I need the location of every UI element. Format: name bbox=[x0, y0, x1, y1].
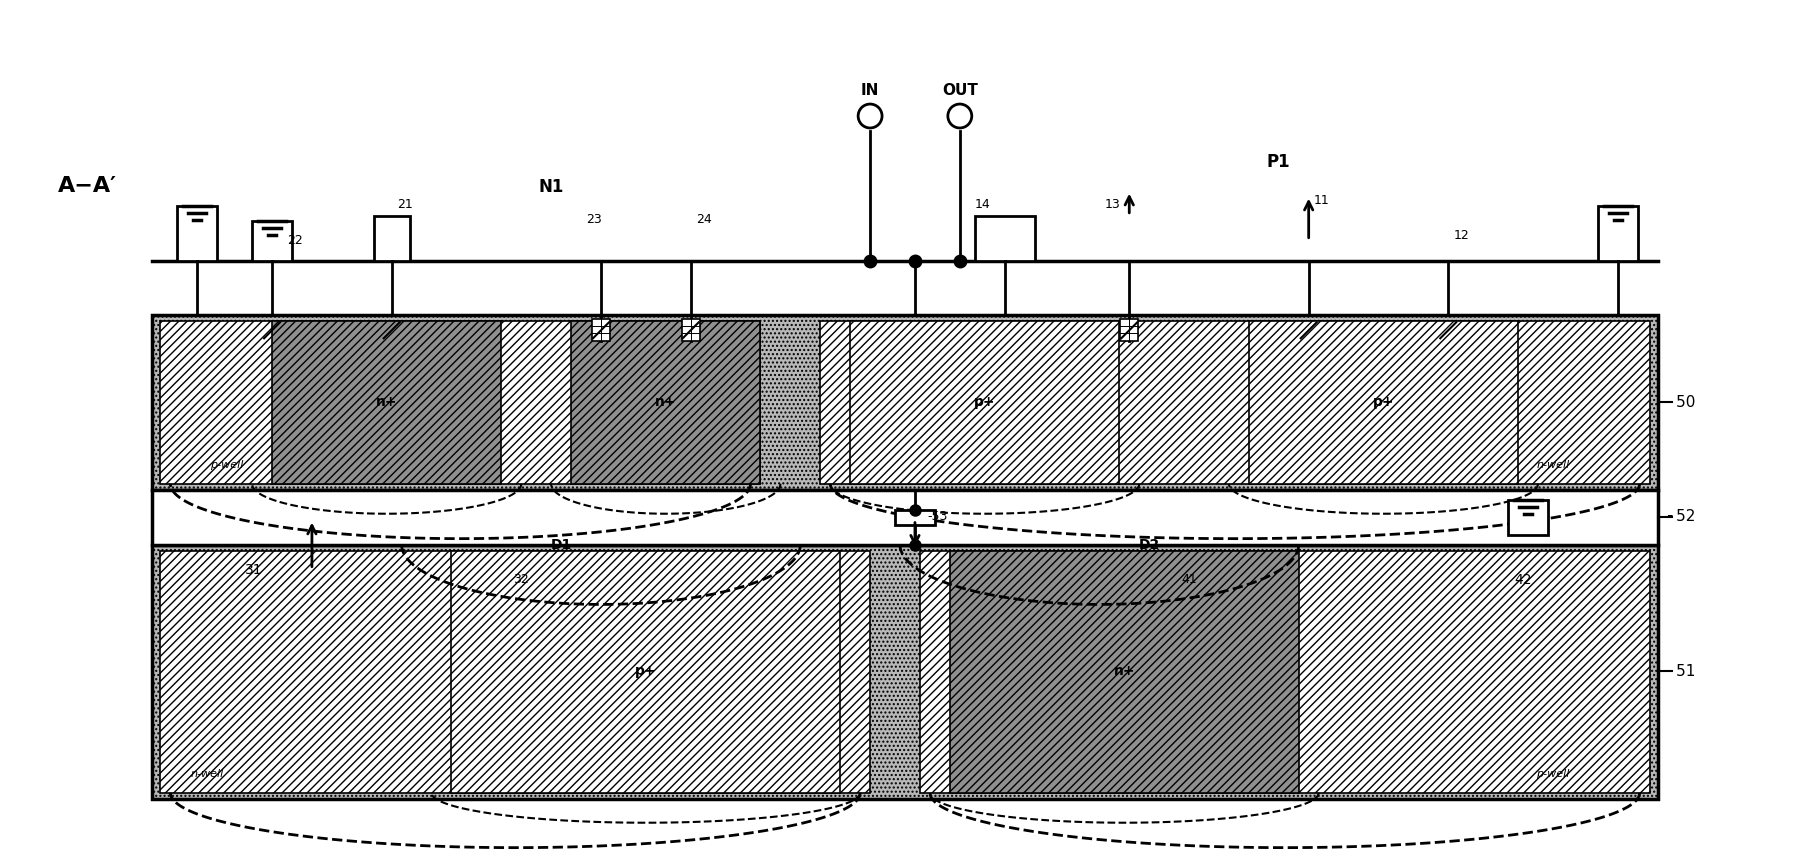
Text: p+: p+ bbox=[1372, 395, 1394, 409]
Text: p+: p+ bbox=[635, 664, 656, 678]
Text: p+: p+ bbox=[974, 395, 995, 409]
Text: 24: 24 bbox=[696, 212, 712, 226]
Text: 32: 32 bbox=[514, 573, 528, 586]
Bar bbox=[153, 490, 1657, 544]
Text: n-well: n-well bbox=[1536, 460, 1570, 470]
Bar bbox=[920, 550, 1650, 793]
Text: 31: 31 bbox=[245, 562, 261, 577]
Bar bbox=[160, 321, 761, 484]
Bar bbox=[252, 221, 292, 260]
Bar bbox=[572, 321, 761, 484]
Bar bbox=[1120, 319, 1138, 342]
Bar bbox=[373, 216, 409, 260]
Text: ╴51: ╴51 bbox=[1668, 663, 1697, 679]
Text: N1: N1 bbox=[539, 178, 564, 196]
Bar bbox=[851, 321, 1120, 484]
Text: 23: 23 bbox=[586, 212, 602, 226]
Bar bbox=[682, 319, 700, 342]
Text: 14: 14 bbox=[975, 198, 990, 211]
Bar bbox=[451, 550, 840, 793]
Text: -53: -53 bbox=[927, 510, 947, 523]
Text: OUT: OUT bbox=[941, 83, 977, 98]
Bar bbox=[894, 509, 936, 525]
Text: ╴50: ╴50 bbox=[1668, 395, 1697, 409]
Text: D2: D2 bbox=[1138, 538, 1159, 551]
Text: IN: IN bbox=[860, 83, 880, 98]
Bar bbox=[153, 315, 1657, 490]
Bar bbox=[975, 216, 1035, 260]
Bar bbox=[177, 205, 216, 260]
Text: n-well: n-well bbox=[191, 769, 224, 779]
Bar bbox=[591, 319, 609, 342]
Text: A−A′: A−A′ bbox=[58, 175, 117, 196]
Bar bbox=[950, 550, 1298, 793]
Text: n+: n+ bbox=[1114, 664, 1136, 678]
Bar bbox=[1597, 205, 1637, 260]
Text: n+: n+ bbox=[377, 395, 397, 409]
Text: 11: 11 bbox=[1314, 194, 1329, 207]
Text: P1: P1 bbox=[1268, 153, 1291, 171]
Text: 13: 13 bbox=[1105, 198, 1120, 211]
Text: 42: 42 bbox=[1515, 573, 1533, 586]
Text: 22: 22 bbox=[287, 234, 303, 247]
Bar bbox=[153, 544, 1657, 799]
Text: 12: 12 bbox=[1453, 229, 1469, 242]
Bar bbox=[1507, 500, 1549, 535]
Text: p-well: p-well bbox=[1536, 769, 1570, 779]
Bar bbox=[160, 550, 871, 793]
Text: ╴52: ╴52 bbox=[1668, 509, 1697, 524]
Text: n+: n+ bbox=[654, 395, 676, 409]
Bar bbox=[1249, 321, 1518, 484]
Bar bbox=[272, 321, 501, 484]
Text: D1: D1 bbox=[550, 538, 572, 551]
Bar bbox=[820, 321, 1650, 484]
Text: 41: 41 bbox=[1181, 573, 1197, 586]
Text: p-well: p-well bbox=[211, 460, 243, 470]
Text: 21: 21 bbox=[397, 198, 413, 211]
